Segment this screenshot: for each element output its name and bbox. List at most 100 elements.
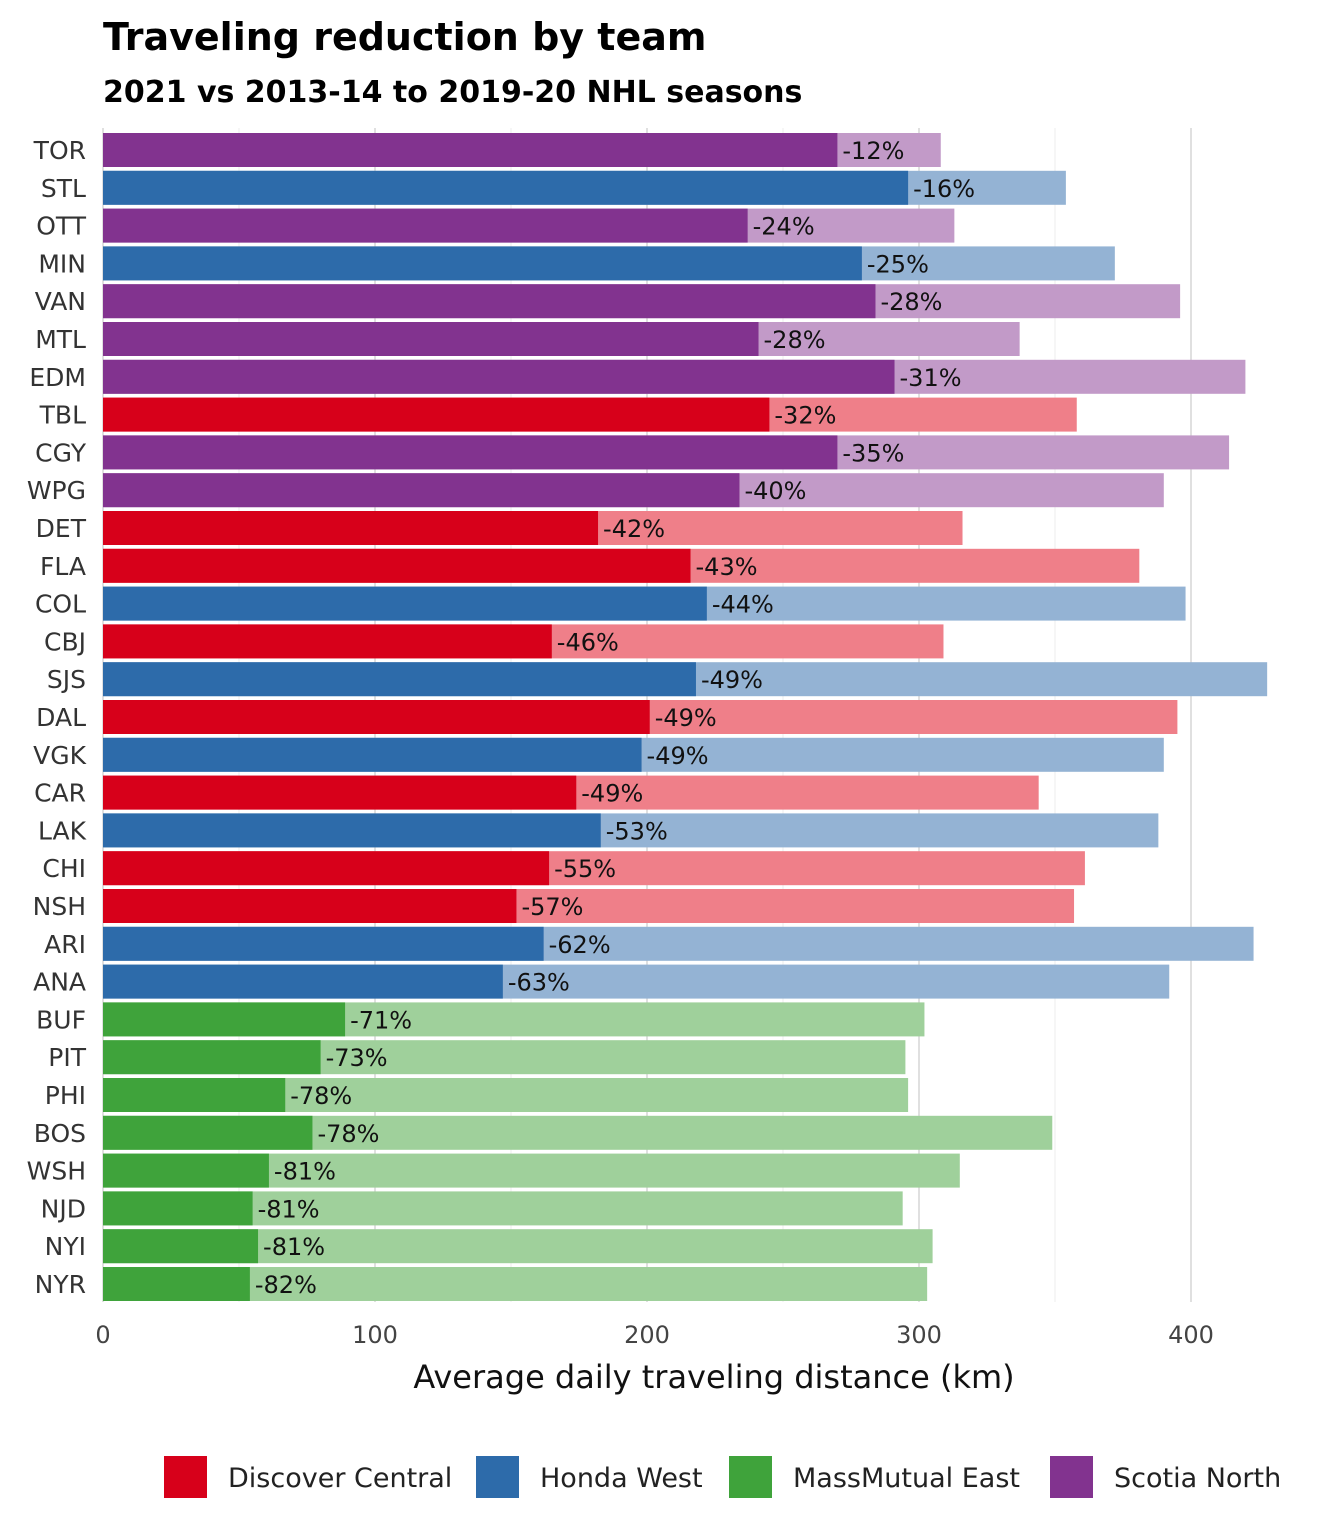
team-label-buf: BUF [36, 1005, 86, 1034]
bar-current-edm [103, 359, 895, 394]
reduction-label-mtl: -28% [764, 326, 826, 354]
reduction-label-ari: -62% [549, 931, 611, 959]
reduction-label-fla: -43% [696, 553, 758, 581]
bar-current-min [103, 246, 862, 281]
bar-current-sjs [103, 662, 696, 697]
bar-current-stl [103, 170, 909, 205]
bar-current-fla [103, 548, 691, 583]
x-axis-ticks: 0 100 200 300 400 [95, 1321, 1214, 1349]
team-label-tbl: TBL [39, 401, 86, 430]
bar-current-vgk [103, 737, 642, 772]
bar-current-det [103, 511, 599, 545]
team-label-nyr: NYR [35, 1270, 86, 1299]
team-label-njd: NJD [41, 1194, 86, 1223]
team-label-cgy: CGY [35, 438, 87, 467]
reduction-label-vgk: -49% [647, 742, 709, 770]
reduction-label-pit: -73% [326, 1044, 388, 1072]
legend-swatch-honda-west [476, 1456, 519, 1498]
team-label-phi: PHI [45, 1081, 86, 1110]
team-label-mtl: MTL [35, 325, 86, 354]
reduction-label-nsh: -57% [521, 893, 583, 921]
reduction-label-buf: -71% [350, 1006, 412, 1034]
team-label-ana: ANA [33, 968, 86, 997]
reduction-label-dal: -49% [655, 704, 717, 732]
team-label-tor: TOR [33, 136, 86, 165]
team-label-stl: STL [41, 174, 86, 203]
team-label-min: MIN [38, 249, 86, 278]
legend-label-massmutual-east: MassMutual East [793, 1463, 1020, 1494]
bar-current-ari [103, 926, 544, 961]
team-label-wpg: WPG [27, 476, 86, 505]
team-label-sjs: SJS [47, 665, 86, 694]
bar-current-van [103, 284, 876, 319]
team-label-wsh: WSH [27, 1157, 86, 1186]
legend-swatch-scotia-north [1050, 1456, 1093, 1498]
x-tick-400: 400 [1168, 1321, 1214, 1349]
reduction-label-tor: -12% [842, 137, 904, 165]
chart-title: Traveling reduction by team [103, 15, 706, 59]
bar-current-tor [103, 133, 838, 167]
bar-current-nsh [103, 889, 517, 923]
team-label-lak: LAK [38, 816, 87, 845]
team-label-edm: EDM [29, 363, 86, 392]
team-label-van: VAN [35, 287, 86, 316]
bars: -12% -16% -24% -25% -28% -28% -31% -32%-35% -40%… [103, 133, 1268, 1301]
legend-swatch-discover-central [164, 1456, 207, 1498]
bar-current-dal [103, 700, 650, 734]
team-label-col: COL [35, 590, 86, 619]
team-label-nyi: NYI [45, 1232, 86, 1261]
bar-current-nyi [103, 1229, 259, 1264]
bar-current-buf [103, 1002, 346, 1037]
reduction-label-stl: -16% [913, 175, 975, 203]
reduction-label-njd: -81% [258, 1195, 320, 1223]
bar-current-cgy [103, 435, 838, 470]
bar-current-ott [103, 208, 748, 243]
bar-current-pit [103, 1040, 321, 1075]
x-tick-0: 0 [95, 1321, 110, 1349]
bar-current-lak [103, 813, 601, 848]
team-label-det: DET [36, 514, 87, 543]
team-label-bos: BOS [34, 1119, 86, 1148]
reduction-label-van: -28% [880, 288, 942, 316]
reduction-label-cgy: -35% [842, 439, 904, 467]
x-tick-100: 100 [352, 1321, 398, 1349]
bar-current-nyr [103, 1267, 250, 1301]
reduction-label-wpg: -40% [744, 477, 806, 505]
bar-current-ana [103, 964, 503, 999]
team-label-fla: FLA [40, 552, 86, 581]
bar-current-chi [103, 851, 550, 886]
reduction-label-col: -44% [712, 591, 774, 619]
x-tick-300: 300 [896, 1321, 942, 1349]
chart-subtitle: 2021 vs 2013-14 to 2019-20 NHL seasons [103, 75, 802, 110]
reduction-label-ott: -24% [753, 213, 815, 241]
reduction-label-nyr: -82% [255, 1271, 317, 1299]
legend-label-discover-central: Discover Central [228, 1463, 452, 1494]
reduction-label-car: -49% [581, 780, 643, 808]
team-labels: TOR STL OTT MIN VAN MTL EDM TBL CGY WPG DET FLA COL C… [27, 136, 87, 1299]
reduction-label-edm: -31% [900, 364, 962, 392]
bar-current-car [103, 775, 577, 810]
legend-swatch-massmutual-east [729, 1456, 772, 1498]
reduction-label-lak: -53% [606, 817, 668, 845]
team-label-nsh: NSH [33, 892, 86, 921]
team-label-pit: PIT [48, 1043, 86, 1072]
reduction-label-min: -25% [867, 250, 929, 278]
bar-current-wsh [103, 1153, 269, 1188]
team-label-cbj: CBJ [44, 627, 86, 656]
reduction-label-phi: -78% [290, 1082, 352, 1110]
team-label-car: CAR [34, 779, 86, 808]
team-label-ott: OTT [36, 212, 87, 241]
reduction-label-nyi: -81% [263, 1233, 325, 1261]
reduction-label-wsh: -81% [274, 1158, 336, 1186]
legend-label-honda-west: Honda West [540, 1463, 703, 1494]
x-tick-200: 200 [624, 1321, 670, 1349]
bar-current-tbl [103, 397, 770, 432]
bar-current-wpg [103, 473, 740, 508]
bar-current-mtl [103, 322, 759, 356]
reduction-label-chi: -55% [554, 855, 616, 883]
team-label-vgk: VGK [33, 741, 86, 770]
bar-current-cbj [103, 624, 552, 659]
bar-current-njd [103, 1191, 253, 1226]
